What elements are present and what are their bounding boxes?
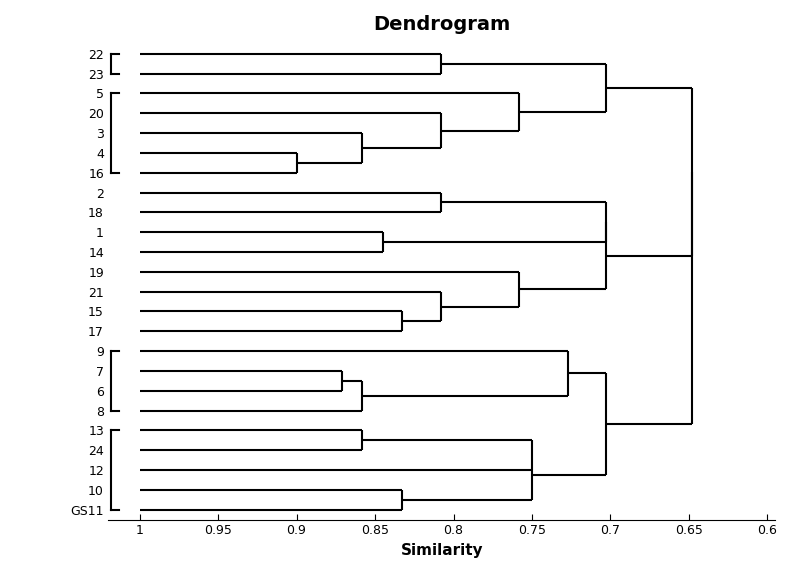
Title: Dendrogram: Dendrogram (374, 15, 511, 34)
X-axis label: Similarity: Similarity (400, 543, 483, 558)
